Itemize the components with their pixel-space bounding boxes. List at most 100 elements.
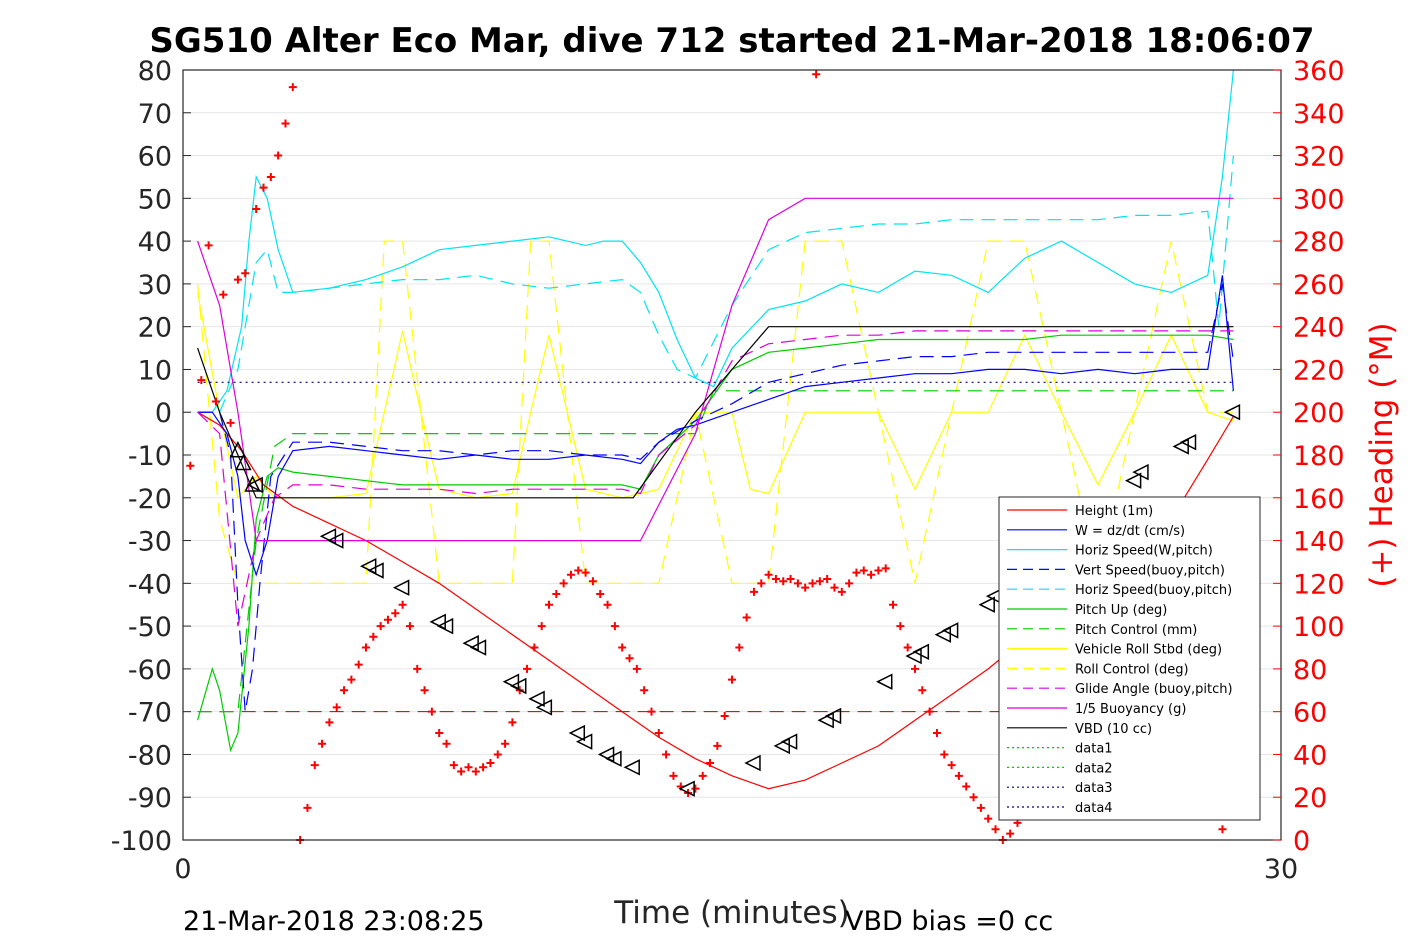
heading-point <box>530 643 539 652</box>
triangle-left-marker <box>528 690 545 708</box>
heading-point <box>259 183 268 192</box>
heading-point <box>918 686 927 695</box>
legend: Height (1m) W = dz/dt (cm/s) Horiz Speed(W… <box>998 496 1261 821</box>
y-tick-label: 80 <box>138 56 172 87</box>
legend-label: Glide Angle (buoy,pitch) <box>1075 682 1233 697</box>
y-right-tick-label: 160 <box>1293 484 1345 515</box>
heading-point <box>859 566 868 575</box>
heading-point <box>362 643 370 652</box>
y-right-tick-label: 0 <box>1293 826 1310 857</box>
heading-point <box>405 622 414 631</box>
heading-point <box>241 269 250 278</box>
y-right-tick-label: 180 <box>1293 441 1345 472</box>
y-right-tick-label: 40 <box>1293 740 1327 771</box>
triangle-left-marker <box>392 579 410 596</box>
triangle-left-marker <box>1223 404 1241 421</box>
heading-point <box>588 577 597 586</box>
heading-point <box>449 761 458 770</box>
triangle-left-marker <box>912 643 930 660</box>
legend-label: Vert Speed(buoy,pitch) <box>1075 563 1225 578</box>
triangle-left-marker <box>780 733 798 750</box>
y-right-tick-label: 260 <box>1293 270 1345 301</box>
y-tick-label: 0 <box>155 398 172 429</box>
legend-label: Horiz Speed(W,pitch) <box>1075 544 1213 559</box>
heading-point <box>947 761 956 770</box>
y-axis-right-label: (+) Heading (°M) <box>1364 322 1400 587</box>
triangle-left-marker <box>462 635 479 652</box>
series-line <box>197 330 1234 627</box>
legend-label: data3 <box>1075 781 1113 796</box>
heading-point <box>252 205 261 214</box>
y-right-tick-label: 340 <box>1293 99 1345 130</box>
legend-label: Pitch Control (mm) <box>1075 623 1197 638</box>
triangle-left-marker <box>605 750 622 767</box>
x-tick-label: 0 <box>174 854 191 885</box>
heading-point <box>325 718 334 727</box>
triangle-left-marker <box>510 677 527 695</box>
legend-label: Roll Control (deg) <box>1075 662 1189 677</box>
y-right-tick-label: 240 <box>1293 313 1345 344</box>
heading-point <box>383 615 392 624</box>
heading-point <box>266 172 275 181</box>
legend-label: data4 <box>1075 801 1113 816</box>
heading-point <box>574 566 583 575</box>
footer-timestamp: 21-Mar-2018 23:08:25 <box>183 906 485 937</box>
heading-point <box>779 577 788 586</box>
y-right-tick-label: 100 <box>1293 612 1345 643</box>
footer-vbd-bias: VBD bias =0 cc <box>845 906 1053 937</box>
heading-point <box>1218 825 1227 834</box>
heading-point <box>625 654 634 663</box>
legend-label: Vehicle Roll Stbd (deg) <box>1075 643 1222 658</box>
heading-point <box>837 587 846 596</box>
heading-point <box>903 643 912 652</box>
heading-point <box>808 579 817 588</box>
heading-point <box>867 570 876 579</box>
triangle-left-marker <box>535 699 553 716</box>
series-layer <box>197 69 1234 790</box>
heading-point <box>720 711 729 720</box>
heading-point <box>618 643 627 652</box>
heading-point <box>713 741 722 750</box>
heading-point <box>771 575 780 584</box>
triangle-left-marker <box>623 759 640 776</box>
legend-box <box>998 496 1261 821</box>
heading-point <box>954 771 963 780</box>
heading-point <box>420 686 429 695</box>
triangle-left-marker <box>934 626 952 643</box>
triangle-left-marker <box>1132 463 1149 481</box>
triangle-left-marker <box>773 737 790 755</box>
heading-point <box>332 703 341 712</box>
triangle-left-marker <box>568 724 586 742</box>
y-tick-label: -80 <box>128 740 172 771</box>
triangle-left-marker <box>359 558 377 575</box>
heading-point <box>749 587 758 596</box>
heading-point <box>354 660 363 669</box>
triangle-left-marker <box>1179 433 1197 451</box>
heading-point <box>318 739 327 748</box>
y-right-tick-label: 320 <box>1293 142 1345 173</box>
series-line <box>197 275 1234 577</box>
heading-point <box>742 613 751 622</box>
y-tick-label: 60 <box>138 142 172 173</box>
x-tick-label: 30 <box>1264 854 1298 885</box>
heading-point <box>757 579 766 588</box>
heading-point <box>976 803 985 812</box>
heading-point <box>288 83 297 92</box>
legend-label: Height (1m) <box>1075 504 1153 519</box>
heading-point <box>303 803 312 812</box>
heading-point <box>219 290 228 299</box>
heading-point <box>508 718 517 727</box>
triangle-left-marker <box>575 733 593 750</box>
heading-point <box>925 707 934 716</box>
y-right-tick-label: 300 <box>1293 184 1345 215</box>
triangle-left-marker <box>597 746 615 763</box>
heading-point <box>376 622 385 631</box>
heading-point <box>197 376 206 385</box>
heading-point <box>537 622 546 631</box>
heading-point <box>596 590 605 599</box>
heading-point <box>226 418 235 427</box>
y-tick-label: 30 <box>138 270 172 301</box>
heading-point <box>545 600 553 609</box>
triangle-left-marker <box>367 562 384 579</box>
y-tick-label: 70 <box>138 99 172 130</box>
